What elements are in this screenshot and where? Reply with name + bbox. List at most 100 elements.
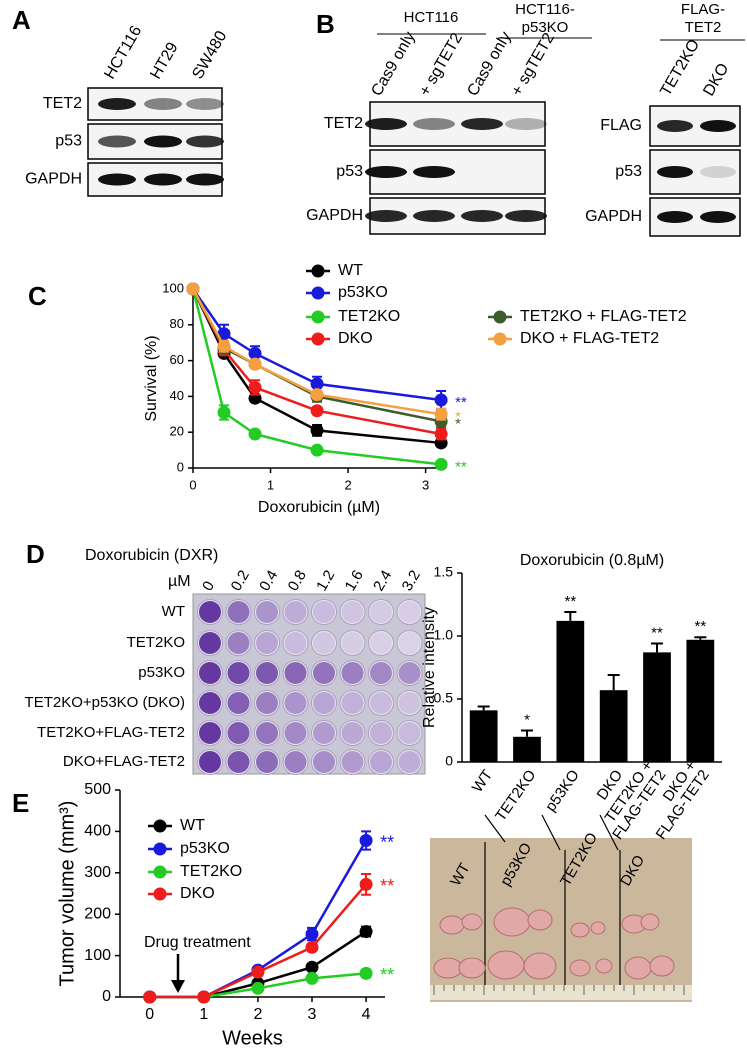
- blot-row-label: TET2: [324, 115, 363, 132]
- plate-concentration: 2.4: [370, 567, 395, 594]
- y-tick-label: 1.0: [434, 627, 454, 643]
- legend-label: DKO: [338, 330, 373, 347]
- x-axis-label: Weeks: [222, 1027, 283, 1049]
- well-stain: [199, 722, 221, 744]
- group-label: TET2: [685, 19, 722, 36]
- bar: [599, 690, 628, 762]
- well-stain: [370, 722, 392, 744]
- group-label: HCT116: [404, 9, 459, 26]
- lane-label-group: HT29: [147, 40, 181, 82]
- well-stain: [341, 692, 364, 714]
- well: [368, 660, 394, 686]
- lane-label: Cas9 only: [464, 29, 514, 99]
- tumour: [433, 957, 463, 979]
- y-tick-label: 100: [84, 947, 111, 964]
- lane-label: SW480: [189, 28, 230, 82]
- tumour: [439, 915, 465, 935]
- well-stain: [398, 601, 421, 623]
- point: [434, 457, 448, 471]
- blot-band: [657, 211, 693, 223]
- well: [339, 720, 366, 746]
- blot-band: [365, 210, 407, 222]
- blot-row-label: GAPDH: [25, 171, 82, 188]
- well-stain: [199, 632, 221, 654]
- well: [396, 630, 423, 656]
- well-stain: [227, 662, 250, 684]
- significance: **: [564, 593, 576, 610]
- significance: *: [455, 415, 461, 432]
- well-stain: [341, 662, 364, 684]
- plate-row-label: TET2KO+p53KO (DKO): [25, 694, 185, 711]
- well-stain: [256, 662, 278, 684]
- well: [311, 630, 337, 656]
- blot-row-label: p53: [55, 133, 82, 150]
- legend-marker: [153, 887, 167, 901]
- point: [248, 346, 262, 360]
- tumour: [570, 922, 590, 938]
- blot-band: [98, 135, 136, 148]
- legend-marker: [311, 310, 325, 324]
- point: [434, 407, 448, 421]
- tumour: [493, 907, 531, 937]
- error-bar: [564, 611, 577, 621]
- well-stain: [256, 601, 278, 623]
- significance: **: [380, 832, 394, 852]
- plate-concentration: 0.4: [256, 567, 281, 594]
- x-tick-label: 0: [189, 477, 196, 492]
- significance: **: [455, 458, 467, 475]
- legend-marker: [311, 332, 325, 346]
- blot-band: [461, 118, 503, 130]
- well-stain: [370, 692, 392, 714]
- bar: [556, 620, 585, 762]
- well-stain: [256, 722, 278, 744]
- point: [186, 282, 200, 296]
- well-stain: [398, 662, 421, 684]
- legend-label: DKO: [180, 885, 215, 902]
- panel-letter: B: [316, 9, 335, 39]
- well-stain: [313, 632, 335, 654]
- x-tick-label: 3: [422, 477, 429, 492]
- blot-row-label: GAPDH: [585, 208, 642, 225]
- well-stain: [313, 662, 335, 684]
- lane-label: HT29: [147, 40, 181, 82]
- legend-label: DKO + FLAG-TET2: [520, 330, 659, 347]
- well: [339, 630, 366, 656]
- point: [310, 404, 324, 418]
- well-stain: [284, 632, 307, 654]
- plate-concentration: 0: [199, 578, 218, 594]
- y-tick-label: 20: [170, 424, 184, 439]
- blot-band: [144, 135, 182, 148]
- y-axis-label: Tumor volume (mm³): [56, 801, 78, 987]
- point: [143, 990, 157, 1004]
- significance: **: [380, 965, 394, 985]
- point: [434, 427, 448, 441]
- point: [248, 427, 262, 441]
- lane-label-group: + sgTET2: [508, 30, 558, 99]
- point: [305, 927, 319, 941]
- blot-band: [657, 166, 693, 178]
- well-stain: [398, 692, 421, 714]
- group-label: FLAG-: [681, 1, 725, 18]
- well-stain: [227, 692, 250, 714]
- well-stain: [199, 692, 221, 714]
- y-tick-label: 1.5: [434, 564, 454, 580]
- well-stain: [398, 632, 421, 654]
- legend-label: TET2KO: [180, 863, 242, 880]
- x-tick-label: WT: [469, 767, 496, 796]
- point: [251, 981, 265, 995]
- well-stain: [313, 751, 335, 773]
- well-stain: [370, 751, 392, 773]
- lane-label: DKO: [700, 61, 732, 100]
- well-stain: [256, 692, 278, 714]
- blot-band: [413, 118, 455, 130]
- blot-band: [700, 120, 736, 132]
- plate-concentration: 3.2: [399, 567, 424, 594]
- blot-band: [413, 210, 455, 222]
- group-label: p53KO: [522, 19, 569, 36]
- legend-label: p53KO: [180, 840, 230, 857]
- x-tick-label: 1: [199, 1006, 208, 1023]
- legend-marker: [153, 842, 167, 856]
- y-tick-label: 0.5: [434, 690, 454, 706]
- point: [305, 940, 319, 954]
- well: [368, 599, 394, 625]
